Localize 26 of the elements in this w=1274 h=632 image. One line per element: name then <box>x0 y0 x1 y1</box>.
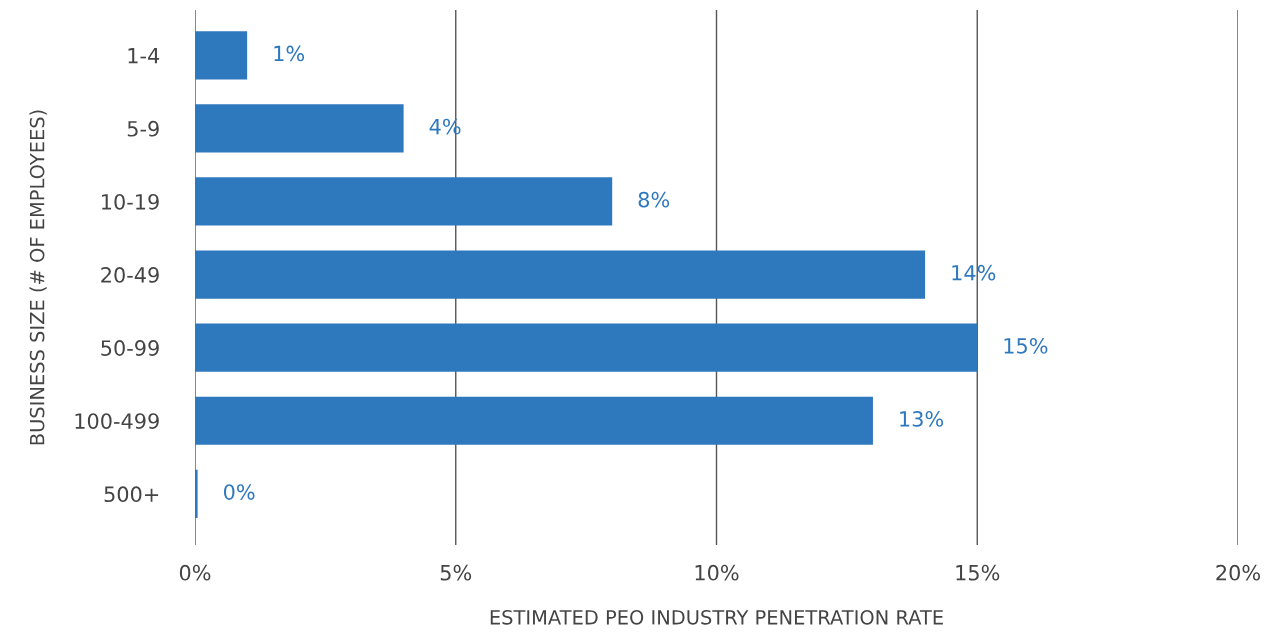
bar <box>195 396 873 445</box>
y-tick-label: 20-49 <box>101 267 159 283</box>
y-tick-label: 500+ <box>104 486 159 503</box>
data-label: 13% <box>900 411 944 427</box>
bar <box>195 469 198 518</box>
bar <box>195 323 978 372</box>
data-label: 15% <box>1004 337 1048 354</box>
x-tick-label: 10% <box>695 564 739 581</box>
y-axis-title: BUSINESS SIZE (# OF EMPLOYEES) <box>29 110 47 445</box>
bar <box>195 31 248 80</box>
bar <box>195 250 926 299</box>
x-tick-label: 20% <box>1216 564 1260 581</box>
bar <box>195 177 613 226</box>
y-tick-label: 1-4 <box>128 48 160 64</box>
data-label: 8% <box>638 191 670 208</box>
x-axis-title: ESTIMATED PEO INDUSTRY PENETRATION RATE <box>490 609 943 625</box>
x-tick-label: 15% <box>956 564 1000 581</box>
y-tick-label: 5-9 <box>127 120 159 137</box>
bar <box>195 104 404 153</box>
y-tick-label: 10-19 <box>102 193 159 210</box>
y-tick-label: 50-99 <box>101 340 159 356</box>
data-label: 1% <box>274 45 305 62</box>
x-tick-label: 0% <box>179 564 211 581</box>
x-tick-label: 5% <box>440 564 472 581</box>
y-tick-label: 100-499 <box>75 413 159 429</box>
data-label: 0% <box>223 484 255 500</box>
